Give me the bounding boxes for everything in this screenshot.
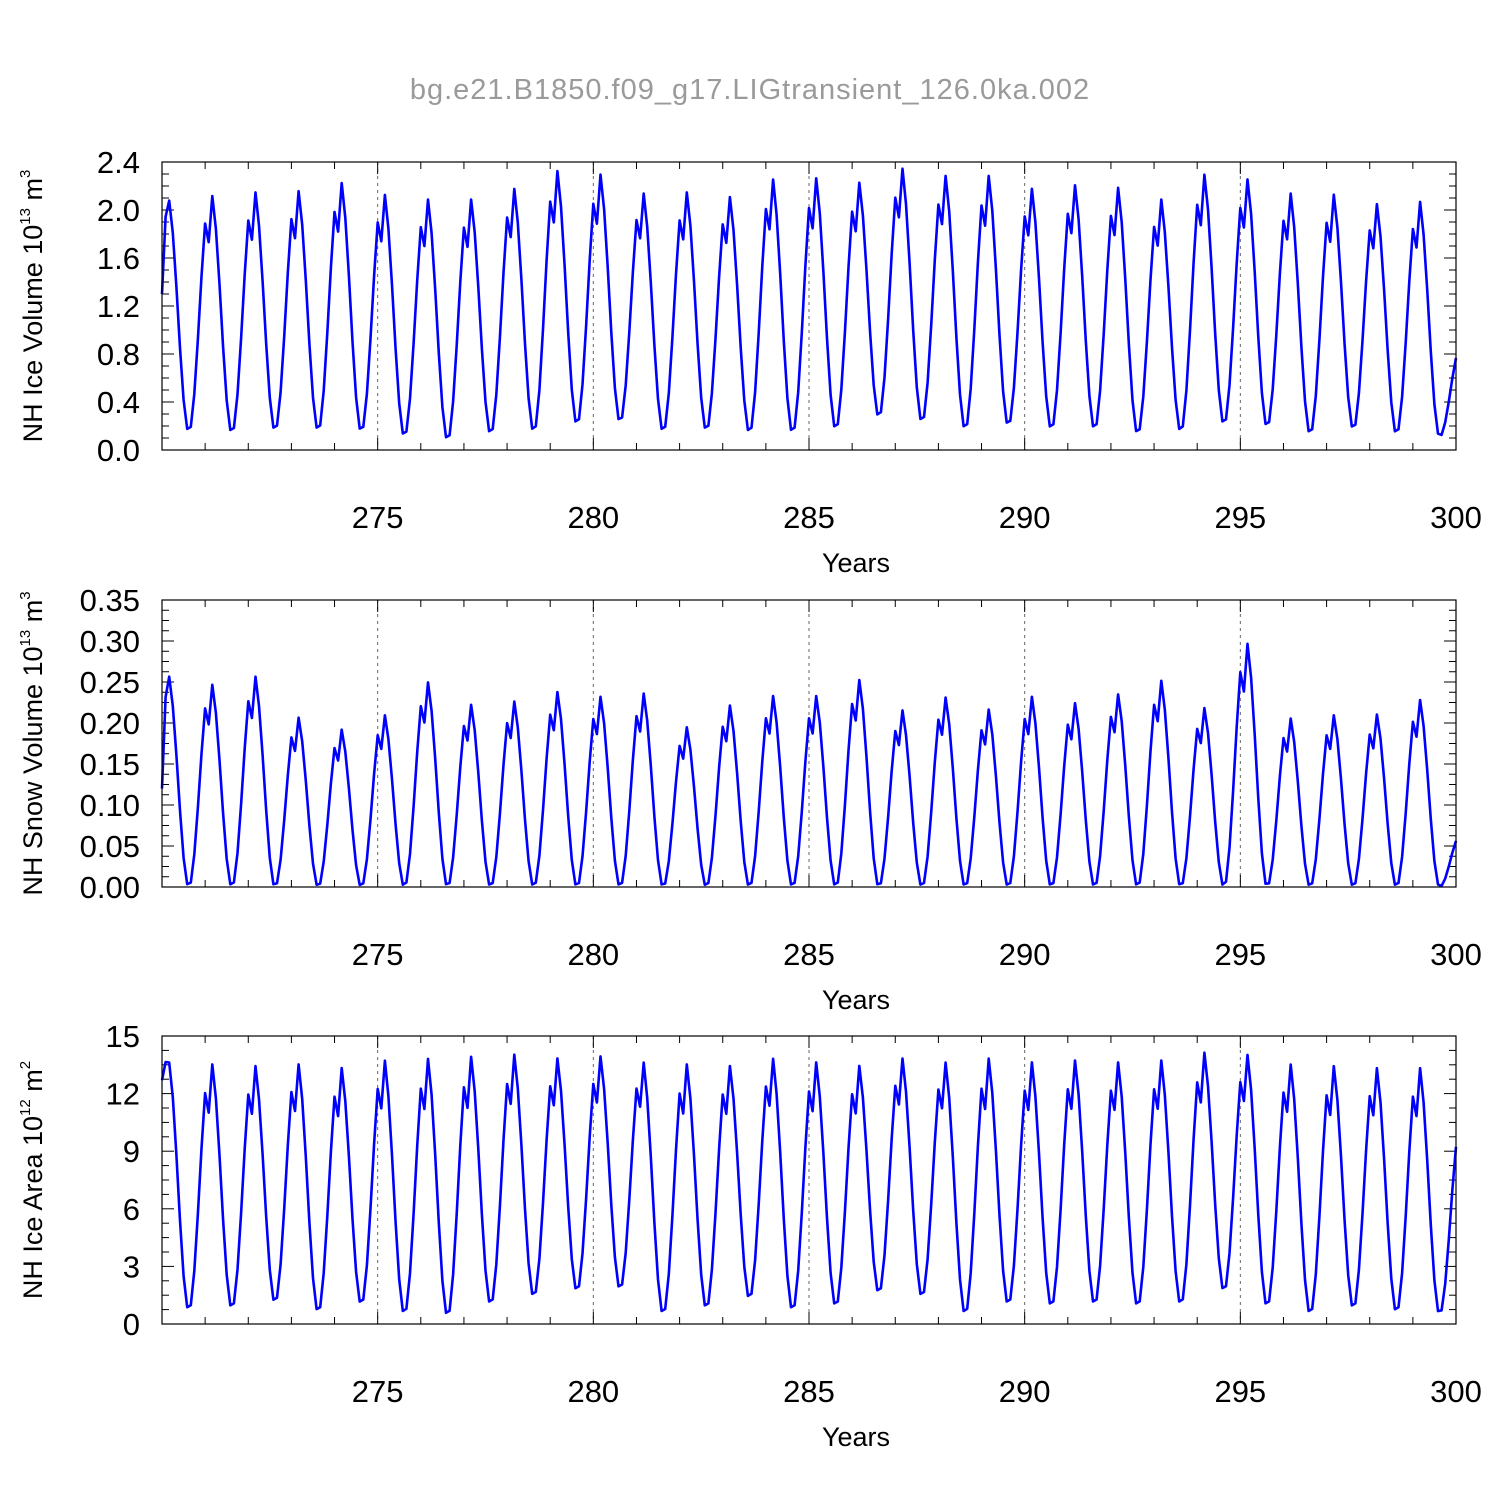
series-line-snow_volume — [160, 642, 1458, 888]
x-axis-label: Years — [822, 985, 890, 1015]
panel-ice_volume: 0.0 0.4 0.8 1.2 1.6 2.0 2.4 275 280 285 290 295 300 Y… — [17, 145, 1482, 578]
x-tick-label: 275 — [352, 937, 404, 972]
y-tick-label: 3 — [123, 1249, 140, 1284]
y-tick-label: 2.4 — [97, 145, 140, 180]
plot-frame — [161, 161, 1457, 451]
x-tick-label: 300 — [1430, 500, 1482, 535]
y-axis-label: NH Ice Volume 1013 m3 — [17, 170, 48, 443]
panel-ice_area: 0 3 6 9 12 15 275 280 285 290 295 300 Years NH Ice Ar… — [17, 1019, 1482, 1452]
series-line-ice_area — [160, 1051, 1458, 1315]
x-tick-label: 285 — [783, 937, 835, 972]
chart-title: bg.e21.B1850.f09_g17.LIGtransient_126.0k… — [410, 74, 1090, 106]
y-tick-label: 0.15 — [80, 747, 140, 782]
x-tick-label: 285 — [783, 1374, 835, 1409]
x-tick-label: 300 — [1430, 937, 1482, 972]
y-tick-label: 2.0 — [97, 193, 140, 228]
x-tick-label: 290 — [999, 500, 1051, 535]
x-tick-label: 275 — [352, 1374, 404, 1409]
y-tick-label: 12 — [106, 1077, 140, 1112]
y-tick-label: 0.00 — [80, 870, 140, 905]
x-axis-label: Years — [822, 548, 890, 578]
y-tick-label: 0.20 — [80, 706, 140, 741]
x-tick-label: 295 — [1214, 1374, 1266, 1409]
x-tick-label: 280 — [567, 937, 619, 972]
x-tick-label: 295 — [1214, 500, 1266, 535]
y-axis-label: NH Snow Volume 1013 m3 — [17, 591, 48, 895]
x-tick-label: 290 — [999, 937, 1051, 972]
y-tick-label: 0.0 — [97, 433, 140, 468]
y-tick-label: 0.8 — [97, 337, 140, 372]
y-axis-label: NH Ice Area 1012 m2 — [17, 1061, 48, 1299]
plot-frame — [161, 1035, 1457, 1325]
y-tick-label: 1.2 — [97, 289, 140, 324]
x-tick-label: 275 — [352, 500, 404, 535]
y-tick-label: 0.35 — [80, 583, 140, 618]
y-tick-label: 9 — [123, 1134, 140, 1169]
y-tick-label: 0.10 — [80, 788, 140, 823]
y-tick-label: 0.05 — [80, 829, 140, 864]
x-axis-label: Years — [822, 1422, 890, 1452]
x-tick-label: 290 — [999, 1374, 1051, 1409]
y-tick-label: 0.30 — [80, 624, 140, 659]
x-tick-label: 285 — [783, 500, 835, 535]
y-tick-label: 6 — [123, 1192, 140, 1227]
y-tick-label: 15 — [106, 1019, 140, 1054]
series-line-ice_volume — [160, 167, 1458, 439]
x-tick-label: 300 — [1430, 1374, 1482, 1409]
x-tick-label: 280 — [567, 500, 619, 535]
x-tick-label: 295 — [1214, 937, 1266, 972]
y-tick-label: 0.25 — [80, 665, 140, 700]
y-tick-label: 1.6 — [97, 241, 140, 276]
y-tick-label: 0.4 — [97, 385, 140, 420]
plot-frame — [161, 599, 1457, 888]
x-tick-label: 280 — [567, 1374, 619, 1409]
y-tick-label: 0 — [123, 1307, 140, 1342]
panel-snow_volume: 0.00 0.05 0.10 0.15 0.20 0.25 0.30 0.35 275 280 28… — [17, 583, 1482, 1015]
